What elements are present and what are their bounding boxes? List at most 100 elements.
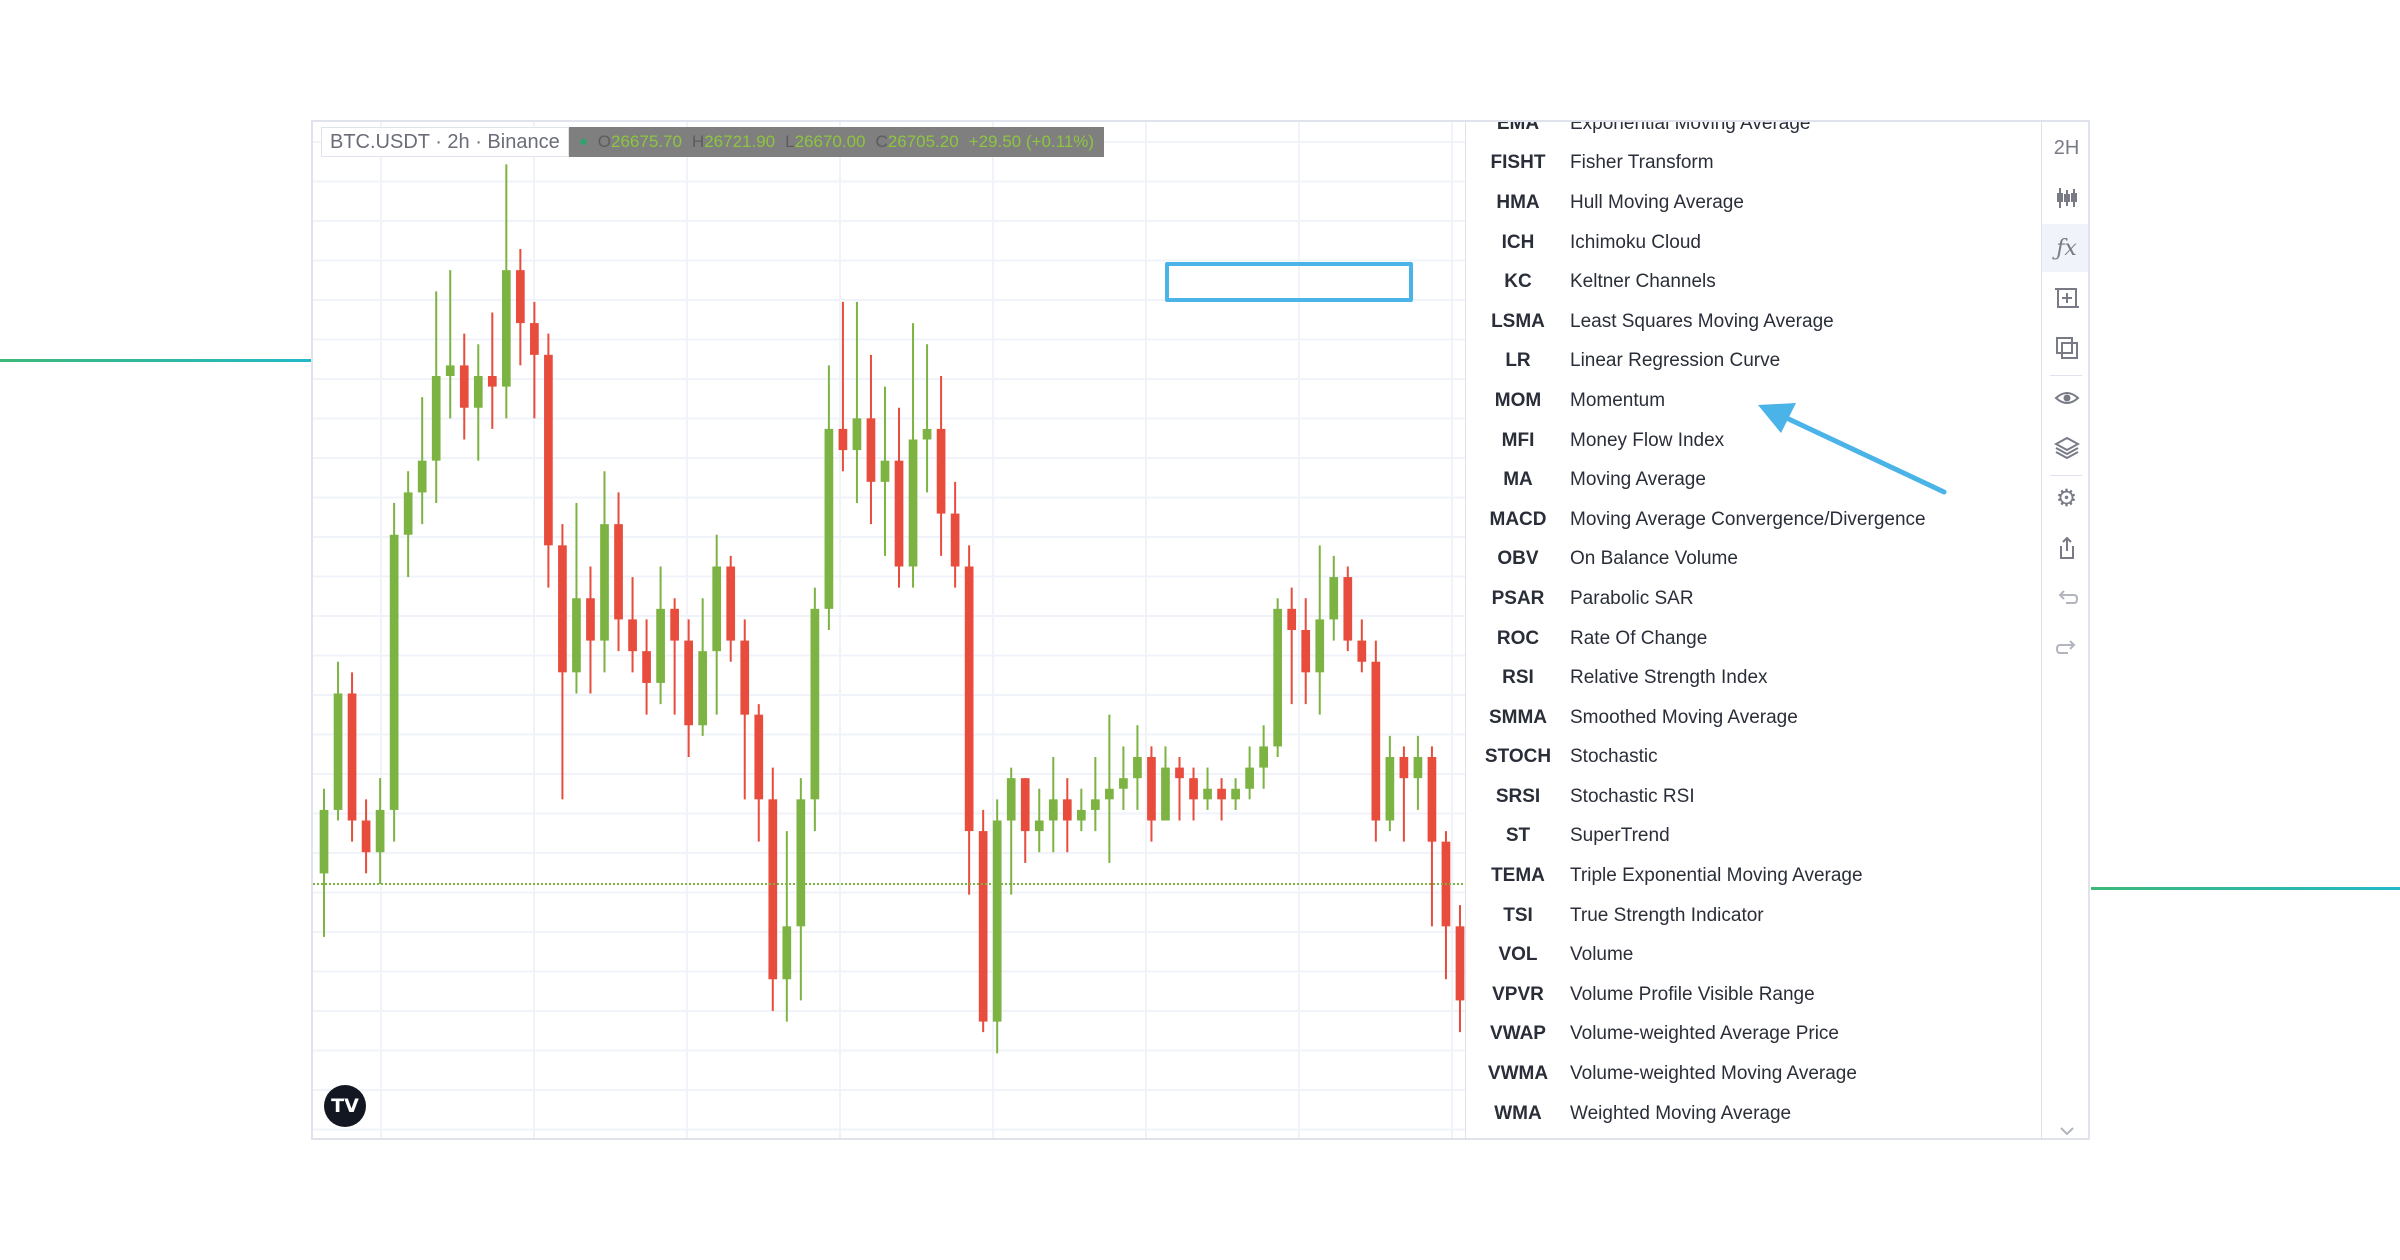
indicator-name: Parabolic SAR bbox=[1570, 587, 1694, 609]
indicator-item-hma[interactable]: HMA Hull Moving Average bbox=[1466, 183, 2041, 223]
crosshair-add-icon bbox=[2054, 288, 2079, 308]
indicator-name: Triple Exponential Moving Average bbox=[1570, 865, 1863, 887]
scroll-down-button[interactable] bbox=[2042, 1122, 2088, 1138]
chart-area[interactable]: BTC.USDT · 2h · Binance ● O26675.70 H267… bbox=[313, 122, 1465, 1138]
undo-button[interactable] bbox=[2042, 574, 2088, 622]
undo-icon bbox=[2058, 590, 2078, 604]
add-drawing-button[interactable] bbox=[2042, 274, 2088, 322]
indicator-item-roc[interactable]: ROC Rate Of Change bbox=[1466, 619, 2041, 659]
candle-up bbox=[501, 270, 511, 387]
chart-legend: BTC.USDT · 2h · Binance ● O26675.70 H267… bbox=[321, 127, 1105, 157]
indicator-name: Rate Of Change bbox=[1570, 627, 1708, 649]
decorative-accent-line-left bbox=[0, 359, 311, 362]
indicator-item-st[interactable]: ST SuperTrend bbox=[1466, 817, 2041, 857]
candle-up bbox=[473, 376, 483, 408]
candle-down bbox=[487, 376, 497, 387]
indicator-abbr: LSMA bbox=[1491, 310, 1545, 332]
candle-down bbox=[642, 651, 651, 683]
indicator-abbr: TEMA bbox=[1491, 865, 1545, 887]
indicator-name: Momentum bbox=[1570, 389, 1666, 411]
candle-up bbox=[319, 809, 329, 874]
indicator-item-ich[interactable]: ICH Ichimoku Cloud bbox=[1466, 223, 2041, 263]
interval-button[interactable]: 2H bbox=[2042, 124, 2088, 172]
indicator-abbr: WMA bbox=[1494, 1102, 1542, 1124]
highlight-box-momentum bbox=[1165, 262, 1413, 302]
indicator-item-vol[interactable]: VOL Volume bbox=[1466, 935, 2041, 975]
candle-down bbox=[1455, 926, 1465, 1001]
settings-button[interactable]: ⚙ bbox=[2042, 474, 2088, 522]
symbol-label[interactable]: BTC.USDT · 2h · Binance bbox=[321, 127, 569, 157]
indicator-abbr: HMA bbox=[1496, 191, 1540, 213]
indicator-abbr: RSI bbox=[1502, 667, 1534, 689]
candle-up bbox=[824, 428, 834, 609]
indicator-item-obv[interactable]: OBV On Balance Volume bbox=[1466, 540, 2041, 580]
indicator-abbr: EMA bbox=[1496, 122, 1540, 134]
indicator-item-lr[interactable]: LR Linear Regression Curve bbox=[1466, 342, 2041, 382]
candle-down bbox=[754, 714, 764, 800]
layers-button[interactable] bbox=[2042, 424, 2088, 472]
indicator-item-mfi[interactable]: MFI Money Flow Index bbox=[1466, 421, 2041, 461]
candle-up bbox=[403, 492, 413, 535]
indicator-name: Moving Average Convergence/Divergence bbox=[1570, 508, 1926, 530]
toolbar-divider bbox=[2050, 375, 2082, 376]
candle-up bbox=[1273, 608, 1283, 747]
indicator-item-fisht[interactable]: FISHT Fisher Transform bbox=[1466, 144, 2041, 184]
right-toolbar: 2H ƒx bbox=[2041, 122, 2088, 1138]
candle-up bbox=[375, 809, 385, 853]
candle-up bbox=[1245, 767, 1254, 789]
candle-up bbox=[1006, 778, 1016, 821]
tradingview-logo-icon[interactable]: TV bbox=[324, 1085, 366, 1127]
indicator-name: Money Flow Index bbox=[1570, 429, 1725, 451]
candle-up bbox=[782, 926, 792, 980]
candle-down bbox=[1287, 608, 1297, 630]
indicator-item-vpvr[interactable]: VPVR Volume Profile Visible Range bbox=[1466, 975, 2041, 1015]
indicator-abbr: FISHT bbox=[1490, 152, 1546, 174]
indicator-name: Volume bbox=[1570, 944, 1634, 966]
indicator-name: Smoothed Moving Average bbox=[1570, 706, 1798, 728]
candle-down bbox=[1301, 630, 1311, 673]
candle-up bbox=[445, 365, 455, 376]
indicator-abbr: MA bbox=[1503, 469, 1533, 491]
candle-up bbox=[1048, 799, 1058, 821]
indicator-item-smma[interactable]: SMMA Smoothed Moving Average bbox=[1466, 698, 2041, 738]
low-label: L bbox=[785, 132, 795, 151]
indicator-abbr: MFI bbox=[1501, 429, 1535, 451]
indicator-item-stoch[interactable]: STOCH Stochastic bbox=[1466, 738, 2041, 778]
indicator-name: Least Squares Moving Average bbox=[1570, 310, 1834, 332]
indicator-item-vwap[interactable]: VWAP Volume-weighted Average Price bbox=[1466, 1015, 2041, 1055]
indicator-item-srsi[interactable]: SRSI Stochastic RSI bbox=[1466, 777, 2041, 817]
candles-button[interactable] bbox=[2042, 174, 2088, 222]
candle-up bbox=[1231, 788, 1240, 800]
gear-icon: ⚙ bbox=[2055, 484, 2078, 512]
indicator-item-mom[interactable]: MOM Momentum bbox=[1466, 381, 2041, 421]
indicator-item-tema[interactable]: TEMA Triple Exponential Moving Average bbox=[1466, 856, 2041, 896]
candle-up bbox=[796, 799, 806, 927]
indicator-item-tsi[interactable]: TSI True Strength Indicator bbox=[1466, 896, 2041, 936]
indicator-item-ema[interactable]: EMA Exponential Moving Average bbox=[1466, 122, 2041, 144]
indicator-abbr: VPVR bbox=[1492, 983, 1544, 1005]
indicator-item-ma[interactable]: MA Moving Average bbox=[1466, 460, 2041, 500]
indicator-item-macd[interactable]: MACD Moving Average Convergence/Divergenc… bbox=[1466, 500, 2041, 540]
interval-label: 2H bbox=[2053, 136, 2080, 159]
share-button[interactable] bbox=[2042, 524, 2088, 572]
indicators-button[interactable]: ƒx bbox=[2042, 224, 2088, 272]
indicator-item-wma[interactable]: WMA Weighted Moving Average bbox=[1466, 1094, 2041, 1134]
visibility-button[interactable] bbox=[2042, 374, 2088, 422]
compare-button[interactable] bbox=[2042, 324, 2088, 372]
candle-up bbox=[333, 693, 343, 810]
candle-up bbox=[1385, 757, 1395, 821]
redo-button[interactable] bbox=[2042, 624, 2088, 672]
indicator-item-psar[interactable]: PSAR Parabolic SAR bbox=[1466, 579, 2041, 619]
candle-up bbox=[431, 376, 441, 461]
indicator-item-kc[interactable]: KC Keltner Channels bbox=[1466, 262, 2041, 302]
indicator-item-rsi[interactable]: RSI Relative Strength Index bbox=[1466, 658, 2041, 698]
close-label: C bbox=[875, 132, 888, 151]
indicator-name: Linear Regression Curve bbox=[1570, 350, 1781, 372]
share-icon bbox=[2059, 536, 2074, 559]
candle-up bbox=[1259, 746, 1268, 768]
indicator-item-vwma[interactable]: VWMA Volume-weighted Moving Average bbox=[1466, 1054, 2041, 1094]
close-value: 26705.20 bbox=[887, 132, 959, 151]
candle-up bbox=[712, 566, 722, 652]
candle-down bbox=[684, 640, 693, 726]
indicator-item-lsma[interactable]: LSMA Least Squares Moving Average bbox=[1466, 302, 2041, 342]
